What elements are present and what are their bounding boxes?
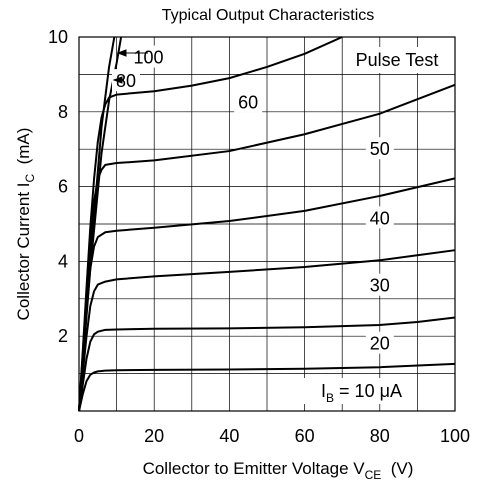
- x-tick-label: 80: [370, 426, 390, 446]
- label-leaders: [112, 49, 148, 84]
- curve-ib-60: [78, 36, 343, 412]
- curve-label-bg: [365, 206, 394, 229]
- curve-labels: 20 30 40 50 60 80 100: [112, 45, 394, 354]
- y-axis-label: Collector Current IC (mA): [14, 128, 37, 321]
- curve-label-100: 100: [134, 48, 164, 68]
- y-tick-label: 8: [58, 102, 68, 122]
- y-tick-label: 6: [58, 177, 68, 197]
- curve-label-20: 20: [370, 334, 390, 354]
- y-tick-label: 2: [58, 326, 68, 346]
- curve-label-80: 80: [116, 71, 136, 91]
- curve-ib-10: [78, 362, 456, 412]
- x-tick-labels: 0 20 40 60 80 100: [74, 426, 470, 446]
- plot-frame: [78, 36, 456, 412]
- pulse-test-annotation: Pulse Test: [343, 47, 451, 73]
- curve-ib-30: [78, 249, 456, 412]
- ib-annotation: IB = 10 μA: [286, 378, 426, 405]
- x-tick-label: 0: [74, 426, 84, 446]
- curves: [78, 36, 456, 412]
- curve-label-50: 50: [370, 139, 390, 159]
- y-tick-labels: 2 4 6 8 10: [48, 27, 68, 346]
- y-tick-label: 10: [48, 27, 68, 47]
- x-tick-label: 40: [219, 426, 239, 446]
- arrow-80: [112, 76, 123, 84]
- curve-label-bg: [112, 69, 140, 92]
- x-tick-label: 100: [440, 426, 470, 446]
- x-tick-label: 60: [295, 426, 315, 446]
- curve-label-bg: [129, 45, 168, 68]
- curve-label-bg: [365, 137, 394, 160]
- chart-title: Typical Output Characteristics: [162, 7, 375, 24]
- x-axis-label: Collector to Emitter Voltage VCE (V): [143, 459, 414, 482]
- arrow-100: [116, 49, 127, 57]
- curve-label-40: 40: [370, 208, 390, 228]
- curve-label-bg: [234, 90, 263, 113]
- curve-label-bg: [365, 273, 394, 296]
- curve-label-60: 60: [238, 92, 258, 112]
- x-tick-label: 20: [144, 426, 164, 446]
- curve-ib-100: [78, 36, 116, 412]
- y-tick-label: 4: [58, 251, 68, 271]
- curve-ib-20: [78, 316, 456, 412]
- ib-label: IB = 10 μA: [286, 381, 426, 405]
- curve-label-bg: [365, 331, 394, 354]
- pulse-test-label: Pulse Test: [356, 50, 439, 70]
- curve-label-30: 30: [370, 276, 390, 296]
